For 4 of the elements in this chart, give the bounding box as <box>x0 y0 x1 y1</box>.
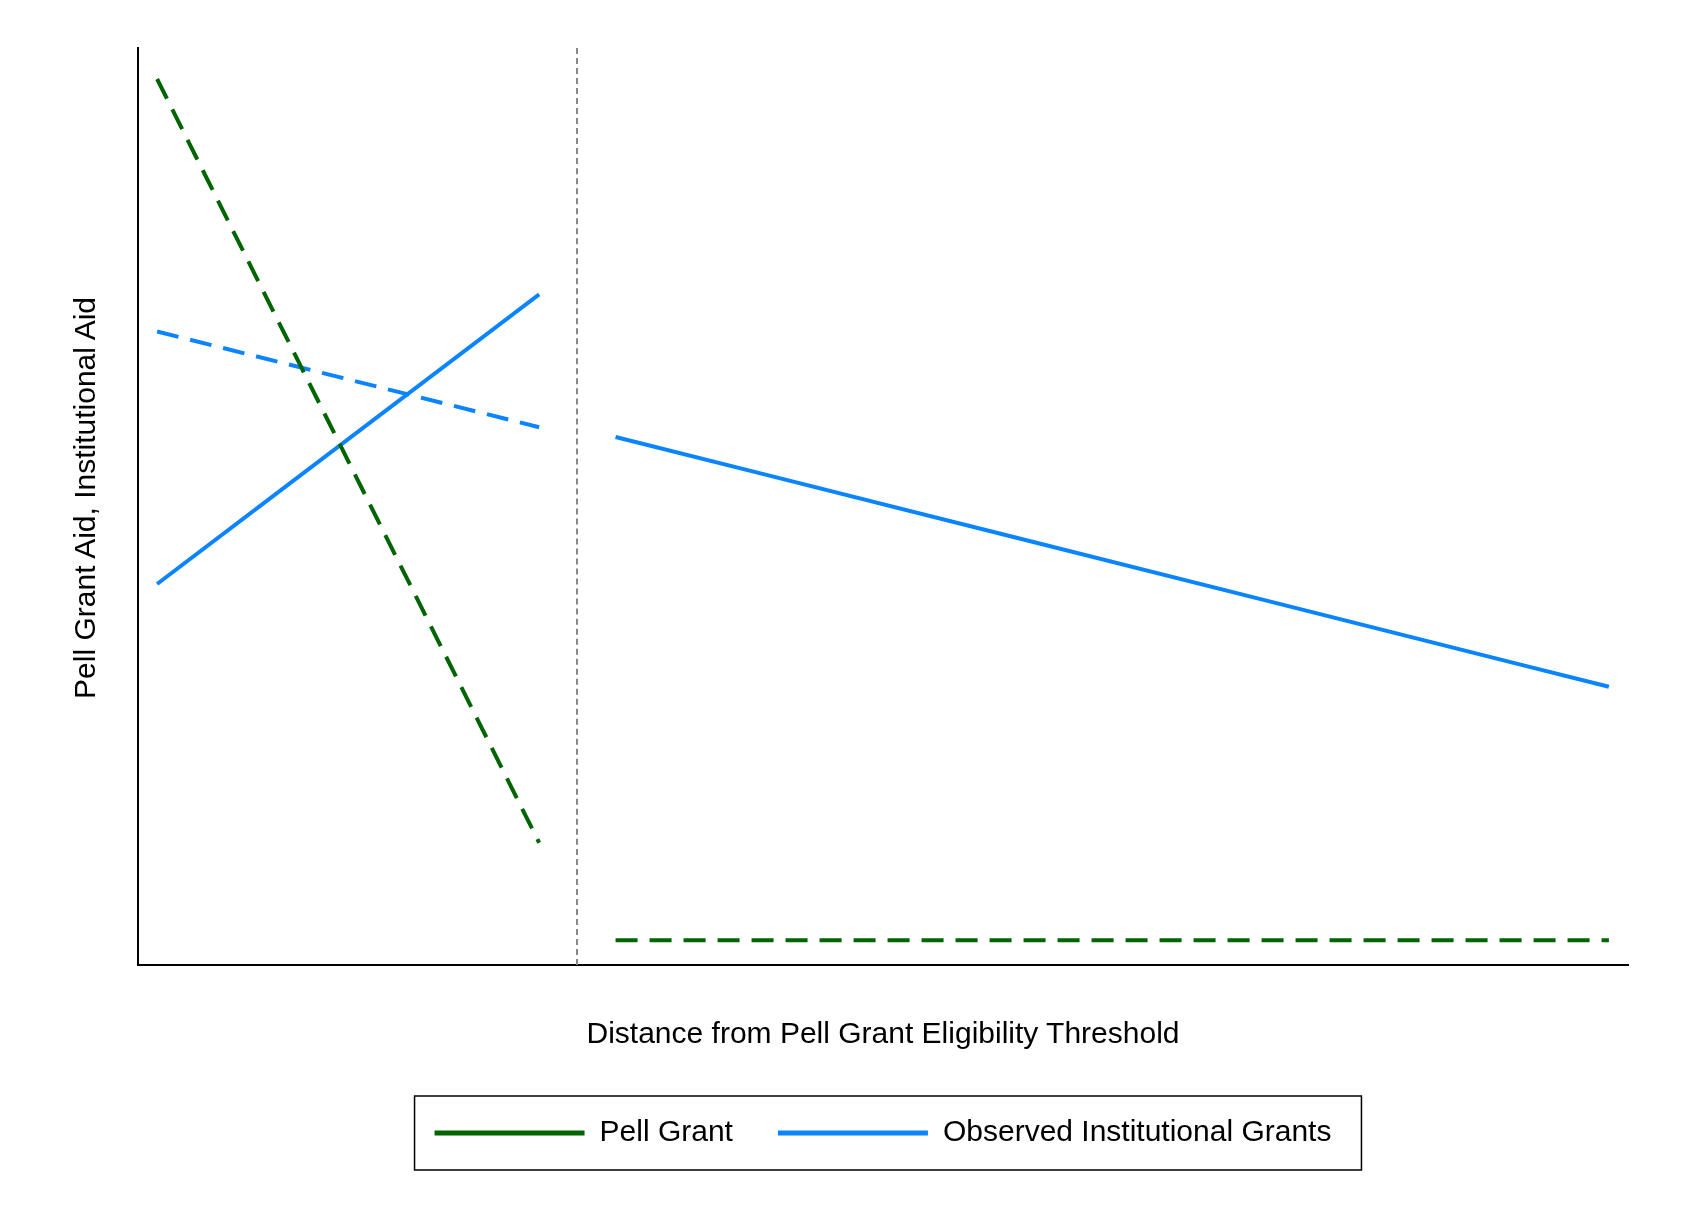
x-axis-title: Distance from Pell Grant Eligibility Threshold <box>586 1016 1180 1050</box>
legend-label: Pell Grant <box>599 1114 734 1148</box>
y-axis-title: Pell Grant Aid, Institutional Aid <box>68 297 102 699</box>
legend-label: Observed Institutional Grants <box>942 1114 1332 1148</box>
